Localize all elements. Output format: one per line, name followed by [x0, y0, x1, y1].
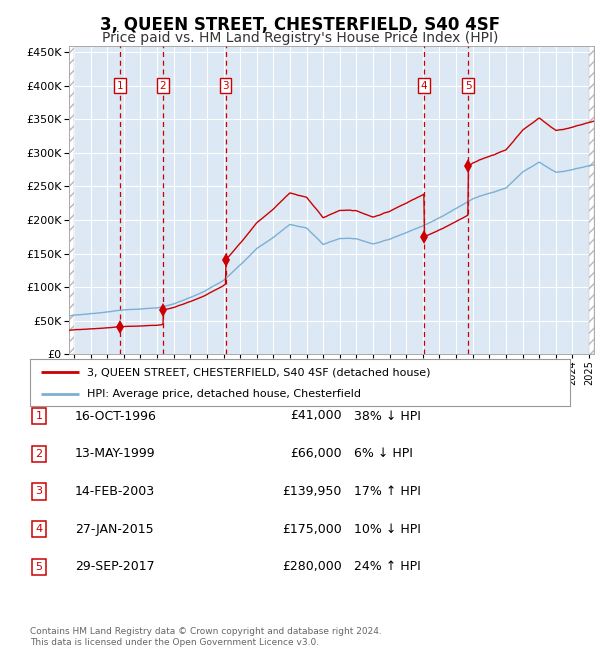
- Text: HPI: Average price, detached house, Chesterfield: HPI: Average price, detached house, Ches…: [86, 389, 361, 398]
- Text: Contains HM Land Registry data © Crown copyright and database right 2024.
This d: Contains HM Land Registry data © Crown c…: [30, 627, 382, 647]
- Text: 1: 1: [117, 81, 124, 91]
- Text: £280,000: £280,000: [282, 560, 342, 573]
- Text: 14-FEB-2003: 14-FEB-2003: [75, 485, 155, 498]
- Text: 2: 2: [160, 81, 166, 91]
- Text: 3, QUEEN STREET, CHESTERFIELD, S40 4SF: 3, QUEEN STREET, CHESTERFIELD, S40 4SF: [100, 16, 500, 34]
- Text: 24% ↑ HPI: 24% ↑ HPI: [354, 560, 421, 573]
- Text: £41,000: £41,000: [290, 410, 342, 422]
- Text: 13-MAY-1999: 13-MAY-1999: [75, 447, 155, 460]
- Text: Price paid vs. HM Land Registry's House Price Index (HPI): Price paid vs. HM Land Registry's House …: [102, 31, 498, 45]
- Text: £175,000: £175,000: [282, 523, 342, 536]
- Text: 5: 5: [465, 81, 472, 91]
- Text: 3, QUEEN STREET, CHESTERFIELD, S40 4SF (detached house): 3, QUEEN STREET, CHESTERFIELD, S40 4SF (…: [86, 367, 430, 377]
- Text: 1: 1: [35, 411, 43, 421]
- Text: 6% ↓ HPI: 6% ↓ HPI: [354, 447, 413, 460]
- Text: £66,000: £66,000: [290, 447, 342, 460]
- Text: 3: 3: [222, 81, 229, 91]
- Text: £139,950: £139,950: [283, 485, 342, 498]
- Text: 29-SEP-2017: 29-SEP-2017: [75, 560, 155, 573]
- Text: 17% ↑ HPI: 17% ↑ HPI: [354, 485, 421, 498]
- Text: 10% ↓ HPI: 10% ↓ HPI: [354, 523, 421, 536]
- Text: 27-JAN-2015: 27-JAN-2015: [75, 523, 154, 536]
- Text: 2: 2: [35, 448, 43, 459]
- Text: 3: 3: [35, 486, 43, 497]
- Text: 4: 4: [421, 81, 427, 91]
- Text: 38% ↓ HPI: 38% ↓ HPI: [354, 410, 421, 422]
- Text: 5: 5: [35, 562, 43, 572]
- Text: 16-OCT-1996: 16-OCT-1996: [75, 410, 157, 422]
- Text: 4: 4: [35, 524, 43, 534]
